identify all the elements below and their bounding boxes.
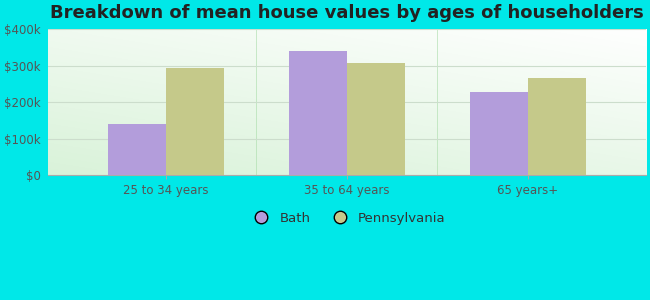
Title: Breakdown of mean house values by ages of householders: Breakdown of mean house values by ages o…	[50, 4, 644, 22]
Bar	[470, 92, 528, 176]
Bar	[347, 63, 405, 176]
Bar	[107, 124, 166, 176]
Legend: Bath, Pennsylvania: Bath, Pennsylvania	[242, 207, 451, 230]
Bar	[289, 51, 347, 175]
Bar	[528, 77, 586, 176]
Bar	[166, 68, 224, 176]
